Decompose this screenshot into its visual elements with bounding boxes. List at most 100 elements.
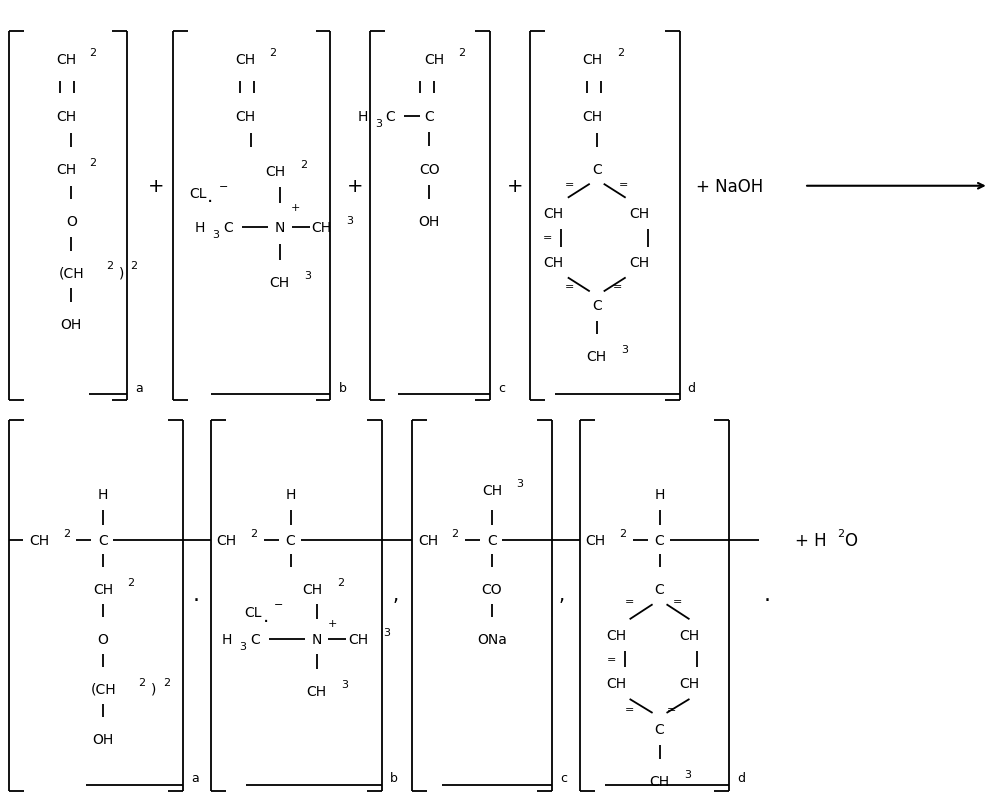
Text: =: = [625,704,634,714]
Text: O: O [845,531,858,549]
Text: 2: 2 [90,48,97,58]
Text: + NaOH: + NaOH [696,177,763,196]
Text: 3: 3 [375,119,382,129]
Text: =: = [619,180,628,189]
Text: ONa: ONa [477,633,507,646]
Text: CH: CH [587,350,607,363]
Text: CO: CO [482,582,502,597]
Text: −: − [274,600,283,610]
Text: CL: CL [244,606,261,619]
Text: C: C [655,533,664,547]
Text: CH: CH [586,533,606,547]
Text: 2: 2 [163,677,170,687]
Text: +: + [507,177,523,196]
Text: CH: CH [630,206,650,221]
Text: 3: 3 [346,216,353,225]
Text: H: H [357,110,368,124]
Text: CH: CH [424,53,444,67]
Text: 2: 2 [459,48,466,58]
Text: =: = [565,282,574,292]
Text: CH: CH [543,256,563,270]
Text: 3: 3 [304,271,311,281]
Text: +: + [347,177,364,196]
Text: OH: OH [61,318,82,332]
Text: 3: 3 [341,679,348,689]
Text: 3: 3 [516,478,523,488]
Text: CH: CH [56,110,76,124]
Text: CH: CH [482,483,502,497]
Text: 3: 3 [212,229,219,239]
Text: CH: CH [236,110,256,124]
Text: CH: CH [266,164,286,179]
Text: + H: + H [795,531,827,549]
Text: a: a [191,772,199,784]
Text: CH: CH [649,774,670,788]
Text: C: C [487,533,497,547]
Text: H: H [654,487,665,501]
Text: 2: 2 [617,48,624,58]
Text: ): ) [151,683,157,696]
Text: 2: 2 [63,528,70,538]
Text: CH: CH [583,110,603,124]
Text: +: + [148,177,164,196]
Text: =: = [613,282,622,292]
Text: =: = [607,654,616,664]
Text: .: . [207,187,213,206]
Text: H: H [222,633,232,646]
Text: 2: 2 [337,577,344,588]
Text: d: d [687,381,695,394]
Text: 2: 2 [127,577,135,588]
Text: (CH: (CH [58,266,84,280]
Text: C: C [98,533,108,547]
Text: 2: 2 [130,261,138,271]
Text: =: = [667,704,676,714]
Text: N: N [274,221,285,234]
Text: CH: CH [29,533,49,547]
Text: .: . [263,606,269,625]
Text: CH: CH [93,582,113,597]
Text: OH: OH [419,214,440,229]
Text: 3: 3 [383,627,390,638]
Text: H: H [98,487,108,501]
Text: CH: CH [630,256,650,270]
Text: C: C [655,582,664,597]
Text: CH: CH [607,676,627,691]
Text: =: = [625,597,634,606]
Text: 2: 2 [619,528,626,538]
Text: C: C [250,633,260,646]
Text: c: c [498,381,505,394]
Text: (CH: (CH [90,683,116,696]
Text: b: b [390,772,398,784]
Text: CH: CH [302,582,323,597]
Text: CH: CH [217,533,237,547]
Text: 2: 2 [269,48,276,58]
Text: .: . [192,585,199,605]
Text: O: O [66,214,77,229]
Text: CH: CH [607,629,627,642]
Text: CH: CH [306,684,327,698]
Text: ,: , [559,585,565,604]
Text: =: = [673,597,682,606]
Text: 2: 2 [837,528,845,538]
Text: ): ) [119,266,125,280]
Text: C: C [286,533,295,547]
Text: CL: CL [189,187,207,200]
Text: b: b [339,381,346,394]
Text: 3: 3 [684,769,691,779]
Text: CH: CH [583,53,603,67]
Text: CH: CH [56,53,76,67]
Text: H: H [285,487,296,501]
Text: H: H [195,221,205,234]
Text: OH: OH [92,732,114,746]
Text: −: − [219,181,228,192]
Text: CO: CO [419,163,440,176]
Text: CH: CH [56,163,76,176]
Text: CH: CH [236,53,256,67]
Text: CH: CH [418,533,438,547]
Text: 2: 2 [300,160,307,169]
Text: C: C [385,110,395,124]
Text: a: a [135,381,143,394]
Text: 2: 2 [452,528,459,538]
Text: +: + [291,202,300,213]
Text: C: C [424,110,434,124]
